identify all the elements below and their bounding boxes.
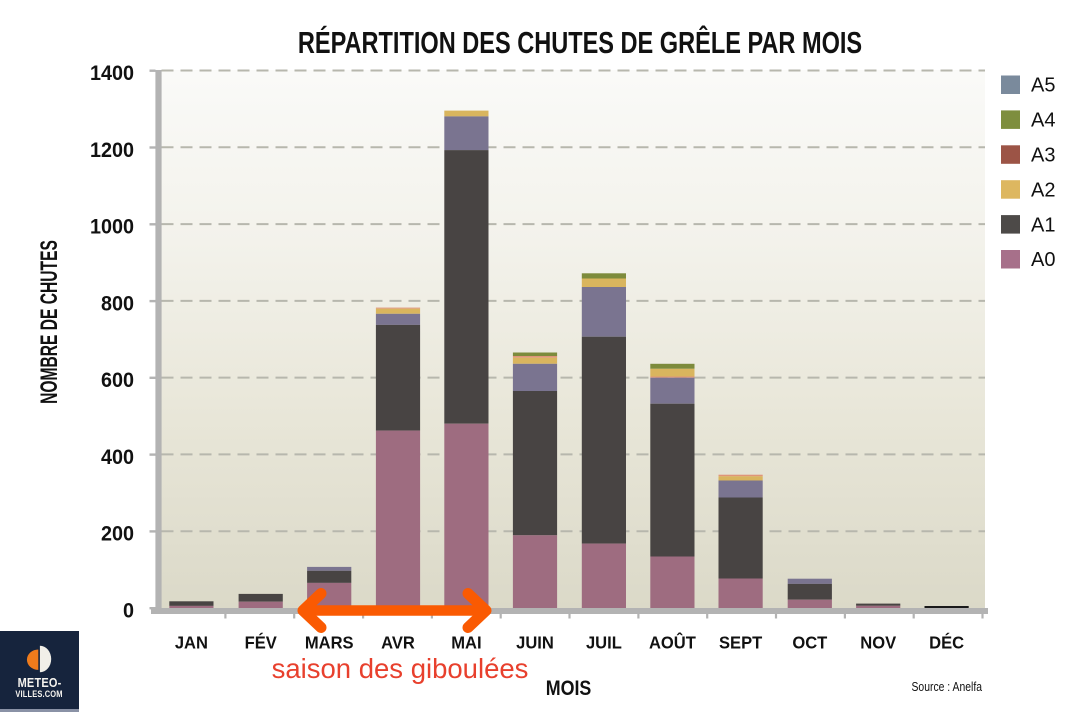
svg-text:1200: 1200 [90,138,134,162]
svg-text:JUIN: JUIN [516,632,554,653]
svg-text:1400: 1400 [90,61,134,85]
svg-text:800: 800 [101,292,134,316]
svg-text:JUIL: JUIL [586,632,622,653]
svg-text:DÉC: DÉC [929,632,964,653]
svg-text:1000: 1000 [90,215,134,239]
svg-text:FÉV: FÉV [245,632,278,653]
svg-text:400: 400 [101,445,134,469]
svg-text:OCT: OCT [792,632,827,653]
svg-text:A1: A1 [1031,214,1055,236]
svg-text:A4: A4 [1031,110,1055,132]
svg-text:RÉPARTITION DES CHUTES DE GRÊL: RÉPARTITION DES CHUTES DE GRÊLE PAR MOIS [298,25,862,60]
svg-text:600: 600 [101,368,134,392]
svg-text:saison des giboulées: saison des giboulées [272,653,529,684]
svg-text:SEPT: SEPT [719,632,763,653]
svg-text:200: 200 [101,522,134,546]
svg-text:MARS: MARS [305,632,354,653]
svg-text:0: 0 [123,599,134,623]
svg-text:A0: A0 [1031,249,1055,271]
svg-text:Source : Anelfa: Source : Anelfa [911,680,982,694]
svg-text:NOV: NOV [860,632,896,653]
svg-text:JAN: JAN [175,632,208,653]
svg-text:A3: A3 [1031,145,1055,167]
svg-text:AOÛT: AOÛT [649,632,696,653]
svg-text:A5: A5 [1031,75,1055,97]
svg-text:MAI: MAI [451,632,481,653]
svg-text:MOIS: MOIS [546,677,592,701]
svg-text:A2: A2 [1031,179,1055,201]
svg-text:AVR: AVR [381,632,415,653]
svg-text:NOMBRE DE CHUTES: NOMBRE DE CHUTES [37,240,63,404]
